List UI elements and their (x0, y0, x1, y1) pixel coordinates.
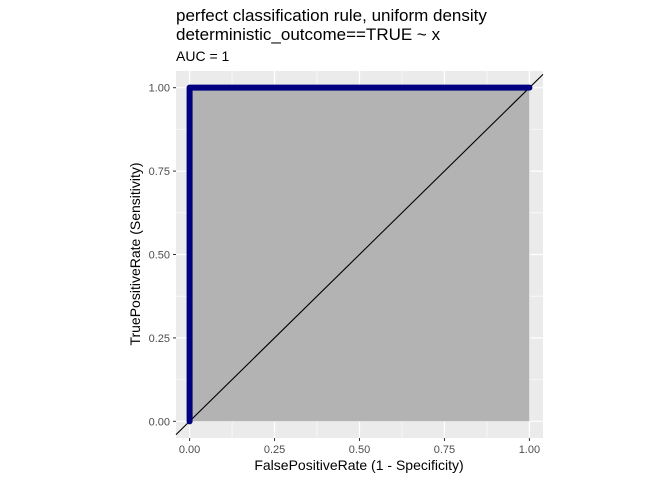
x-tick-label: 0.25 (264, 444, 285, 456)
chart-subtitle: AUC = 1 (176, 48, 230, 64)
x-axis-title: FalsePositiveRate (1 - Specificity) (254, 457, 463, 473)
y-tick-label: 0.75 (149, 166, 170, 178)
x-tick-label: 0.50 (349, 444, 370, 456)
y-tick-label: 0.50 (149, 250, 170, 262)
x-axis-ticks: 0.00 0.25 0.50 0.75 1.00 (179, 438, 540, 456)
y-tick-label: 0.00 (149, 416, 170, 428)
roc-curve-line (186, 84, 533, 425)
y-axis-ticks: 0.00 0.25 0.50 0.75 1.00 (149, 83, 176, 428)
chart-title-line-1: perfect classification rule, uniform den… (176, 6, 487, 25)
chart-title-line-2: deterministic_outcome==TRUE ~ x (176, 25, 441, 44)
y-tick-label: 0.25 (149, 333, 170, 345)
x-tick-label: 0.00 (179, 444, 200, 456)
x-tick-label: 0.75 (434, 444, 455, 456)
reference-diagonal-line (175, 73, 544, 436)
x-tick-label: 1.00 (519, 444, 540, 456)
y-axis-title: TruePositiveRate (Sensitivity) (127, 162, 143, 345)
y-tick-label: 1.00 (149, 83, 170, 95)
